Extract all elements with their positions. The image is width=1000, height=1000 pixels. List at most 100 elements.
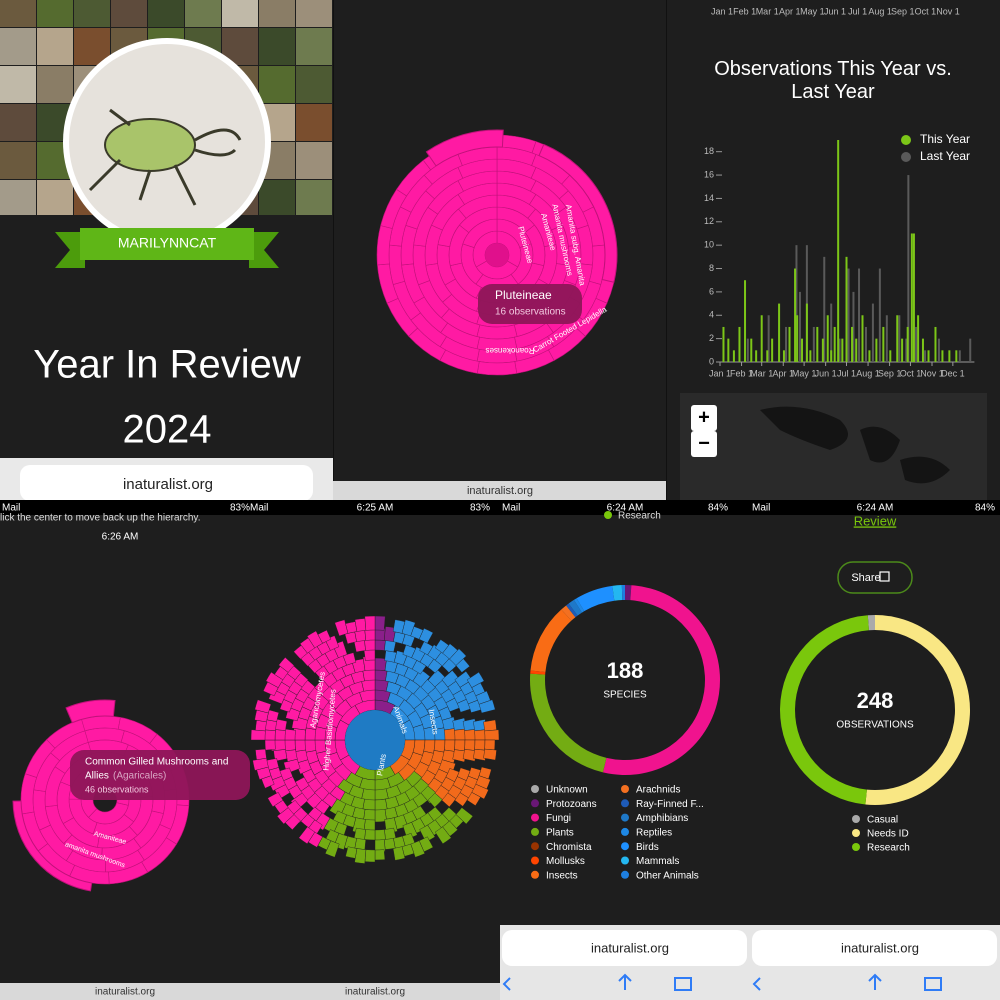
panel-divider	[666, 0, 667, 500]
x-tick-label: Oct 1	[900, 368, 922, 378]
sunburst-segment	[374, 849, 386, 861]
legend-swatch	[531, 785, 539, 793]
donut-segment	[566, 603, 578, 618]
zoom-out-label: −	[698, 432, 710, 454]
bar	[746, 338, 749, 362]
bar	[826, 315, 829, 362]
bar	[889, 350, 892, 362]
sunburst-center	[485, 243, 509, 267]
legend-label: This Year	[920, 132, 970, 146]
bar	[917, 315, 920, 362]
y-tick-label: 18	[704, 146, 714, 156]
url-text: inaturalist.org	[467, 485, 533, 497]
legend-label: Mollusks	[546, 856, 585, 867]
legend-label: Plants	[546, 828, 574, 839]
panel-divider	[333, 0, 334, 500]
url-field[interactable]	[502, 930, 747, 966]
carrier: Mail	[250, 503, 268, 514]
bar	[958, 350, 961, 362]
username: MARILYNNCAT	[118, 235, 217, 251]
bar	[732, 350, 735, 362]
beetle-legs	[88, 108, 242, 206]
photo-tile	[37, 66, 73, 103]
bar	[837, 140, 840, 362]
bar	[760, 315, 763, 362]
share-button[interactable]	[837, 561, 913, 594]
bar	[858, 268, 861, 362]
sunburst-segment	[454, 792, 469, 807]
url-field[interactable]	[752, 930, 997, 966]
battery: 84%	[708, 503, 728, 514]
review-link[interactable]: Review	[854, 513, 897, 528]
zoom-in[interactable]	[691, 405, 717, 431]
top-axis-label: Sep 1	[891, 6, 915, 16]
status-time: 6:25 AM	[357, 503, 394, 514]
tooltip-count: 16 observations	[495, 307, 566, 318]
url-text: inaturalist.org	[591, 940, 669, 955]
sunburst-segment	[444, 739, 456, 752]
bar	[727, 338, 730, 362]
donut-segment	[530, 673, 607, 773]
legend-label: Fungi	[546, 813, 571, 824]
bar	[927, 350, 930, 362]
zoom-out[interactable]	[691, 431, 717, 457]
status-time: 6:24 AM	[857, 503, 894, 514]
bar	[798, 291, 801, 362]
donut-segment	[561, 605, 576, 621]
legend-swatch	[852, 843, 860, 851]
tooltip-title: Allies	[85, 771, 109, 782]
sunburst-segment	[255, 720, 267, 732]
legend-label: Ray-Finned F...	[636, 799, 704, 810]
ring-label: Insects	[427, 709, 440, 736]
x-tick-label: Aug 1	[856, 368, 880, 378]
top-axis: Jan 1 Feb 1 Mar 1 Apr 1 May 1 Jun 1 Jul 1 Aug 1…	[711, 6, 960, 16]
bar	[896, 315, 899, 362]
photo-tile	[37, 180, 73, 217]
url-field[interactable]	[20, 465, 313, 501]
x-tick-label: Mar 1	[750, 368, 773, 378]
carrier: Mail	[502, 503, 520, 514]
sunburst-segment	[464, 739, 476, 751]
bar	[782, 350, 785, 362]
sunburst-segment	[267, 792, 284, 808]
photo-tile	[296, 104, 332, 141]
bar	[924, 350, 927, 362]
bar	[855, 338, 858, 362]
donut-segment	[530, 609, 572, 672]
sunburst-segment	[538, 143, 618, 283]
photo-tile	[37, 0, 73, 27]
donut-segment	[602, 585, 721, 775]
battery: 83%	[230, 503, 250, 514]
top-axis-label: Aug 1	[868, 6, 892, 16]
battery: 84%	[975, 503, 995, 514]
status-time: 6:26 AM	[102, 532, 139, 543]
legend-label: Insects	[546, 870, 578, 881]
sunburst-segment	[12, 800, 93, 892]
url-bar	[0, 983, 500, 1000]
top-axis-label: Jul 1	[848, 6, 867, 16]
banner-ends	[55, 232, 279, 268]
chart-title: Observations This Year vs. Last Year	[714, 58, 952, 103]
photo-tile	[111, 0, 147, 27]
bar	[809, 350, 812, 362]
y-tick-label: 4	[709, 310, 714, 320]
bar	[852, 291, 855, 362]
sunburst-segment	[455, 658, 470, 673]
tooltip-title: Common Gilled Mushrooms and	[85, 757, 228, 768]
status-time: 6:24 AM	[607, 503, 644, 514]
bar	[816, 326, 819, 362]
legend-label: Mammals	[636, 856, 679, 867]
bar	[941, 350, 944, 362]
sunburst-segment	[483, 719, 497, 732]
sunburst-center	[345, 710, 405, 770]
legend-label: Chromista	[546, 842, 592, 853]
photo-tile	[296, 28, 332, 65]
legend-swatch	[901, 135, 911, 145]
legend-label: Needs ID	[867, 829, 909, 840]
zoom-in-label: +	[698, 406, 710, 428]
sunburst-segment	[264, 739, 276, 751]
top-axis-label: Feb 1	[733, 6, 756, 16]
battery: 83%	[470, 503, 490, 514]
y-tick-label: 16	[704, 169, 714, 179]
